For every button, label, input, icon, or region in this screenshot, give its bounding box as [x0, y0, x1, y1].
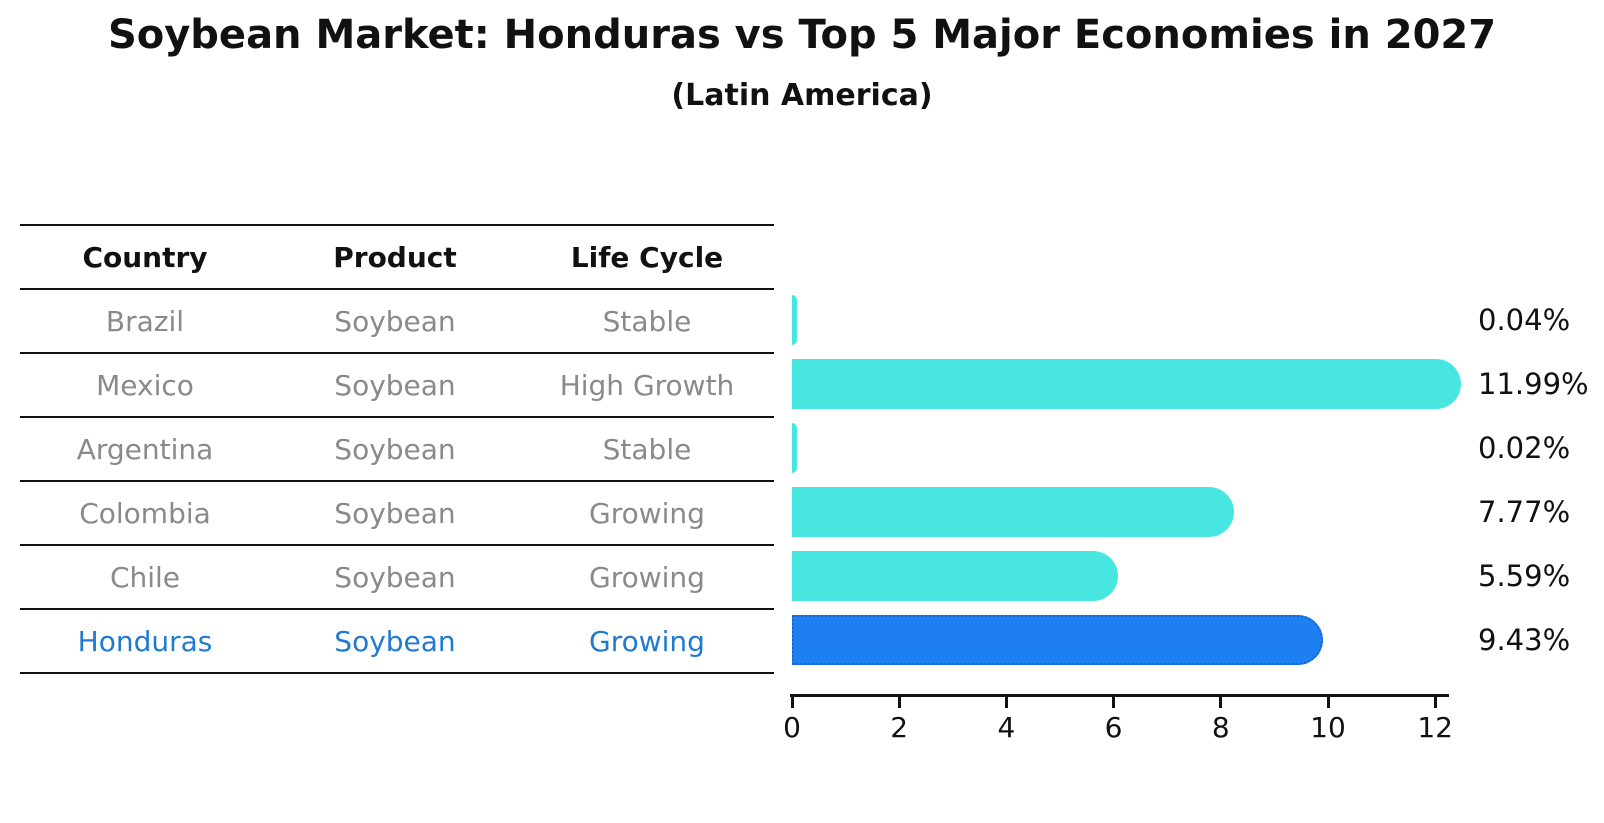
cell-product: Soybean — [334, 560, 456, 594]
chart-subtitle: (Latin America) — [671, 78, 933, 113]
x-tick-label-2: 2 — [890, 711, 909, 744]
x-tick-mark-12 — [1433, 694, 1437, 708]
cell-country: Brazil — [105, 304, 185, 338]
bar-chile — [792, 551, 1118, 601]
table-row-brazil: Brazil Soybean Stable — [20, 290, 774, 354]
cell-life-cycle: Stable — [602, 432, 692, 466]
table-row-colombia: Colombia Soybean Growing — [20, 482, 774, 546]
x-tick-mark-8 — [1219, 694, 1223, 708]
bar-brazil — [792, 295, 797, 345]
bar-colombia — [792, 487, 1235, 537]
cell-country: Argentina — [76, 432, 214, 466]
cell-life-cycle: Growing — [589, 560, 705, 594]
column-header-life-cycle: Life Cycle — [570, 240, 724, 274]
cell-life-cycle: High Growth — [559, 368, 735, 402]
value-label-honduras: 9.43% — [1478, 623, 1571, 657]
bar-argentina — [792, 423, 797, 473]
value-label-colombia: 7.77% — [1478, 495, 1571, 529]
x-tick-mark-10 — [1326, 694, 1330, 708]
x-axis-line — [790, 694, 1449, 697]
table-row-honduras: Honduras Soybean Growing — [20, 610, 774, 674]
cell-product: Soybean — [334, 304, 456, 338]
column-header-product: Product — [333, 240, 457, 274]
cell-life-cycle: Growing — [589, 496, 705, 530]
value-label-brazil: 0.04% — [1478, 303, 1571, 337]
column-header-country: Country — [82, 240, 208, 274]
cell-country: Colombia — [79, 496, 211, 530]
table-body: Brazil Soybean Stable Mexico Soybean High Gro… — [20, 290, 774, 674]
table-row-mexico: Mexico Soybean High Growth — [20, 354, 774, 418]
value-label-mexico: 11.99% — [1478, 367, 1589, 401]
x-tick-label-12: 12 — [1417, 711, 1453, 744]
x-tick-mark-4 — [1004, 694, 1008, 708]
bar-mexico — [792, 359, 1461, 409]
value-label-argentina: 0.02% — [1478, 431, 1571, 465]
x-tick-mark-6 — [1112, 694, 1116, 708]
bar-honduras — [792, 615, 1324, 665]
x-tick-label-4: 4 — [997, 711, 1016, 744]
cell-product: Soybean — [334, 368, 456, 402]
x-tick-label-10: 10 — [1310, 711, 1346, 744]
x-tick-label-0: 0 — [783, 711, 801, 744]
x-tick-label-6: 6 — [1104, 711, 1123, 744]
cell-product: Soybean — [334, 432, 456, 466]
cell-product: Soybean — [334, 496, 456, 530]
cell-country: Mexico — [96, 368, 194, 402]
cell-country: Honduras — [77, 624, 213, 658]
country-table: Country Product Life Cycle Brazil Soybean… — [20, 224, 774, 674]
cell-life-cycle: Growing — [589, 624, 705, 658]
x-tick-mark-0 — [790, 694, 794, 708]
chart-title: Soybean Market: Honduras vs Top 5 Major … — [107, 12, 1497, 58]
cell-product: Soybean — [334, 624, 456, 658]
cell-life-cycle: Stable — [602, 304, 692, 338]
table-header-row: Country Product Life Cycle — [20, 226, 774, 290]
table-row-chile: Chile Soybean Growing — [20, 546, 774, 610]
cell-country: Chile — [109, 560, 181, 594]
table-row-argentina: Argentina Soybean Stable — [20, 418, 774, 482]
x-tick-mark-2 — [897, 694, 901, 708]
value-label-chile: 5.59% — [1478, 559, 1571, 593]
x-tick-label-8: 8 — [1211, 711, 1230, 744]
